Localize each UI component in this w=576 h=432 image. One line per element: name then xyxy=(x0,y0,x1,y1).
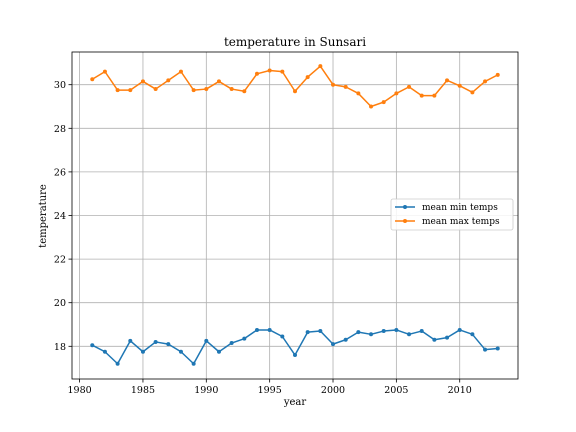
data-point xyxy=(128,338,133,343)
legend-label-max: mean max temps xyxy=(422,217,500,227)
x-tick-label: 2005 xyxy=(384,385,408,396)
data-point xyxy=(293,89,297,94)
legend-box xyxy=(390,198,514,231)
data-point xyxy=(254,327,259,332)
data-point xyxy=(305,75,310,80)
data-point xyxy=(229,341,234,346)
data-point xyxy=(381,100,386,105)
data-point xyxy=(166,342,171,347)
data-point xyxy=(483,79,488,84)
data-point xyxy=(394,327,399,332)
data-point xyxy=(178,69,183,74)
data-point xyxy=(419,329,424,334)
y-tick-label: 26 xyxy=(54,167,66,178)
data-point xyxy=(178,349,183,354)
data-point xyxy=(293,353,297,358)
data-point xyxy=(242,89,247,94)
y-tick-label: 18 xyxy=(54,342,66,353)
data-point xyxy=(470,90,475,95)
data-point xyxy=(407,84,412,89)
legend-label-min: mean min temps xyxy=(422,203,498,213)
data-point xyxy=(369,104,374,109)
data-point xyxy=(166,78,171,83)
data-point xyxy=(343,337,348,342)
x-tick-label: 2010 xyxy=(448,385,472,396)
data-point xyxy=(115,88,120,93)
data-point xyxy=(432,337,437,342)
data-point xyxy=(356,330,361,335)
data-point xyxy=(102,69,107,74)
y-axis-label: temperature xyxy=(38,184,49,248)
data-point xyxy=(267,68,272,73)
y-tick-label: 28 xyxy=(54,124,66,135)
data-point xyxy=(331,82,336,87)
series-layer xyxy=(90,64,500,366)
data-point xyxy=(267,327,272,332)
chart-title: temperature in Sunsari xyxy=(224,35,366,49)
data-point xyxy=(343,84,348,89)
data-point xyxy=(102,349,107,354)
legend-marker-max xyxy=(403,219,407,223)
data-point xyxy=(115,361,120,366)
y-tick-label: 22 xyxy=(54,255,66,266)
data-point xyxy=(407,332,412,337)
data-point xyxy=(394,91,399,96)
data-point xyxy=(457,327,462,332)
x-axis-label: year xyxy=(283,397,307,408)
x-tick-label: 2000 xyxy=(321,385,345,396)
data-point xyxy=(153,87,158,92)
data-point xyxy=(280,334,285,339)
data-point xyxy=(483,347,488,352)
data-point xyxy=(204,338,209,343)
data-point xyxy=(495,72,500,77)
data-point xyxy=(445,78,450,83)
data-point xyxy=(369,332,374,337)
legend: mean min temps mean max temps xyxy=(390,198,514,231)
data-point xyxy=(318,64,323,69)
x-tick-label: 1980 xyxy=(68,385,92,396)
data-point xyxy=(280,69,285,74)
legend-marker-min xyxy=(403,205,407,209)
y-tick-label: 20 xyxy=(54,298,66,309)
data-point xyxy=(140,349,145,354)
data-point xyxy=(331,342,336,347)
data-point xyxy=(419,93,424,98)
data-point xyxy=(216,349,221,354)
x-tick-label: 1995 xyxy=(258,385,282,396)
y-tick-label: 24 xyxy=(54,211,66,222)
x-tick-label: 1990 xyxy=(194,385,218,396)
data-point xyxy=(381,329,386,334)
data-point xyxy=(90,343,95,348)
y-axis-ticks: 18 20 22 24 26 28 30 xyxy=(54,80,72,353)
data-point xyxy=(229,87,234,92)
data-point xyxy=(128,88,133,93)
data-point xyxy=(216,79,221,84)
data-point xyxy=(204,87,209,92)
y-tick-label: 30 xyxy=(54,80,66,91)
data-point xyxy=(470,332,475,337)
data-point xyxy=(191,88,196,93)
data-point xyxy=(140,79,145,84)
data-point xyxy=(90,77,95,82)
x-axis-ticks: 1980 1985 1990 1995 2000 2005 2010 xyxy=(68,379,472,396)
data-point xyxy=(305,330,310,335)
series-max xyxy=(90,64,500,109)
data-point xyxy=(495,346,500,351)
data-point xyxy=(432,93,437,98)
data-point xyxy=(153,339,158,344)
data-point xyxy=(242,336,247,341)
data-point xyxy=(254,71,259,76)
x-tick-label: 1985 xyxy=(131,385,155,396)
data-point xyxy=(445,335,450,340)
data-point xyxy=(191,361,196,366)
series-min xyxy=(90,327,500,366)
data-point xyxy=(356,91,361,96)
data-point xyxy=(318,329,323,334)
data-point xyxy=(457,83,462,88)
